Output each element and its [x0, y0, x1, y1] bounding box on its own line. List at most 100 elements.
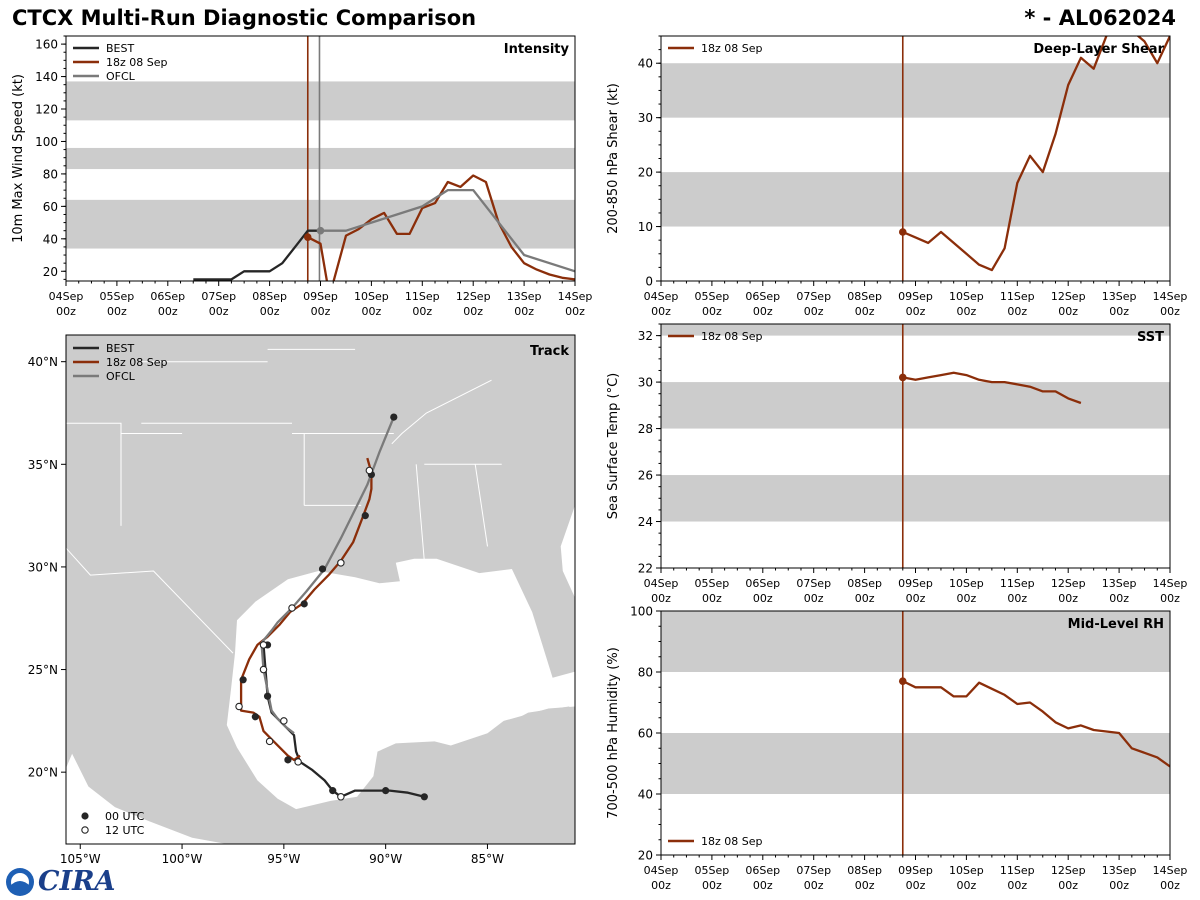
legend-label: BEST — [106, 42, 134, 55]
x-tick-label: 90°W — [369, 852, 402, 866]
y-axis-label: 10m Max Wind Speed (kt) — [11, 74, 26, 243]
y-tick-label: 26 — [638, 469, 653, 483]
pacific-ocean — [66, 753, 227, 844]
y-tick-label: 25°N — [28, 663, 58, 677]
x-tick-label: 13Sep — [1102, 864, 1137, 877]
y-tick-label: 100 — [630, 605, 653, 619]
x-tick-label: 00z — [702, 592, 722, 605]
x-tick-label: 12Sep — [1051, 864, 1086, 877]
sst-panel: 22 24 26 28 30 32 04Sep 00z 05Sep 00z 06Sep 00z 07Se… — [606, 323, 1187, 605]
x-tick-label: 07Sep — [201, 290, 236, 303]
political-border — [66, 422, 122, 526]
political-border — [391, 379, 492, 445]
y-tick-label: 20 — [43, 265, 58, 279]
x-tick-label: 00z — [1007, 879, 1027, 892]
y-tick-label: 60 — [638, 727, 653, 741]
shaded-band — [66, 81, 575, 121]
fix-point-12utc — [365, 466, 374, 475]
x-tick-label: 11Sep — [1000, 864, 1035, 877]
x-tick-label: 00z — [855, 305, 875, 318]
x-tick-label: 04Sep — [644, 290, 679, 303]
x-tick-label: 06Sep — [745, 864, 780, 877]
y-tick-label: 28 — [638, 422, 653, 436]
fix-point-00utc — [329, 787, 337, 795]
x-tick-label: 00z — [260, 305, 280, 318]
x-tick-label: 00z — [56, 305, 76, 318]
x-tick-label: 10Sep — [949, 577, 984, 590]
y-tick-label: 30 — [638, 376, 653, 390]
legend-label: 18z 08 Sep — [106, 56, 168, 69]
x-tick-label: 04Sep — [644, 577, 679, 590]
x-tick-label: 00z — [753, 305, 773, 318]
fix-point-12utc — [259, 665, 268, 674]
x-tick-label: 14Sep — [1153, 290, 1188, 303]
y-tick-label: 0 — [645, 275, 653, 289]
x-tick-label: 00z — [1109, 305, 1129, 318]
x-tick-label: 95°W — [267, 852, 300, 866]
rh-panel: 20 40 60 80 100 04Sep 00z 05Sep 00z 06Sep 00z 07Sep… — [606, 605, 1187, 893]
x-tick-label: 14Sep — [558, 290, 593, 303]
x-tick-label: 00z — [1109, 879, 1129, 892]
legend-label: 12 UTC — [105, 824, 145, 837]
axes-frame — [660, 323, 1171, 569]
y-tick-label: 20°N — [28, 766, 58, 780]
x-tick-label: 13Sep — [1102, 290, 1137, 303]
x-tick-label: 08Sep — [847, 577, 882, 590]
x-tick-label: 14Sep — [1153, 864, 1188, 877]
y-tick-label: 32 — [638, 329, 653, 343]
fix-point-12utc — [294, 758, 302, 766]
cuba — [489, 706, 575, 736]
x-tick-label: 04Sep — [49, 290, 84, 303]
shaded-band — [66, 147, 575, 170]
fix-point-00utc — [382, 787, 390, 795]
y-tick-label: 40 — [43, 232, 58, 246]
fix-point-12utc — [337, 793, 345, 801]
fix-point-00utc — [361, 512, 369, 520]
series-line-18z-08-sep — [307, 174, 575, 281]
map-area — [66, 335, 575, 844]
plot-area — [661, 36, 1170, 281]
fix-point-12utc — [235, 702, 243, 711]
x-tick-label: 00z — [957, 305, 977, 318]
x-tick-label: 11Sep — [405, 290, 440, 303]
x-tick-label: 00z — [855, 592, 875, 605]
init-marker — [316, 226, 325, 235]
panel-title: Mid-Level RH — [1068, 617, 1164, 632]
series-line-best — [193, 229, 321, 281]
figure-title: CTCX Multi-Run Diagnostic Comparison — [12, 6, 477, 30]
x-tick-label: 00z — [906, 305, 926, 318]
political-border — [474, 464, 488, 547]
fix-point-00utc — [239, 676, 247, 684]
shaded-band — [661, 382, 1170, 429]
x-tick-label: 00z — [957, 592, 977, 605]
fix-point-00utc — [420, 793, 428, 801]
x-tick-label: 100°W — [162, 852, 203, 866]
y-tick-label: 30 — [638, 111, 653, 125]
legend-label: OFCL — [106, 370, 136, 383]
x-tick-label: 00z — [651, 305, 671, 318]
y-tick-label: 40 — [638, 57, 653, 71]
fix-point-00utc — [318, 565, 327, 573]
x-tick-label: 05Sep — [695, 290, 730, 303]
x-tick-label: 85°W — [471, 852, 504, 866]
x-tick-label: 11Sep — [1000, 577, 1035, 590]
x-tick-label: 07Sep — [796, 290, 831, 303]
x-tick-label: 12Sep — [456, 290, 491, 303]
x-tick-label: 06Sep — [150, 290, 185, 303]
fix-point-00utc — [390, 413, 398, 421]
x-tick-label: 00z — [1160, 879, 1180, 892]
x-tick-label: 06Sep — [745, 290, 780, 303]
shaded-band — [661, 733, 1170, 794]
x-tick-label: 00z — [804, 879, 824, 892]
y-tick-label: 140 — [35, 70, 58, 84]
x-tick-label: 00z — [702, 305, 722, 318]
x-tick-label: 00z — [514, 305, 534, 318]
legend-label: 00 UTC — [105, 810, 145, 823]
x-tick-label: 07Sep — [796, 577, 831, 590]
x-tick-label: 00z — [565, 305, 585, 318]
panel-title: SST — [1137, 330, 1164, 345]
political-border — [415, 464, 425, 561]
storm-id: * - AL062024 — [1024, 6, 1176, 30]
fix-point-12utc — [259, 641, 268, 649]
x-tick-label: 00z — [1007, 305, 1027, 318]
